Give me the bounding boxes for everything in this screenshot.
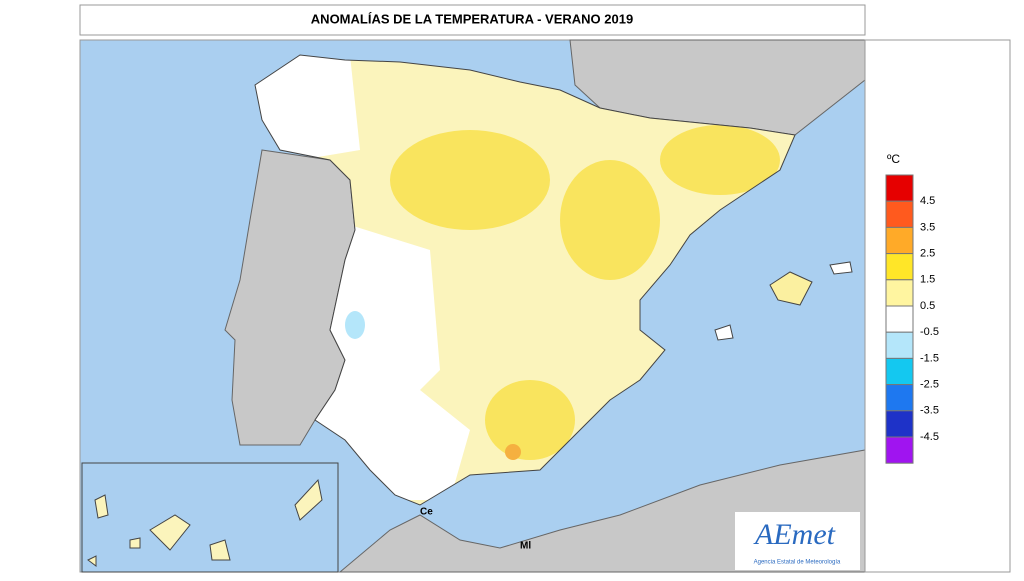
field-white [255,55,360,160]
legend-tick-label: 3.5 [920,221,935,233]
mallorca [769,271,813,306]
legend-tick-label: -2.5 [920,379,939,391]
title-bar [79,4,866,36]
legend-swatch [885,253,914,281]
map-title: ANOMALÍAS DE LA TEMPERATURA - VERANO 201… [311,11,633,26]
legend-tick-label: -3.5 [920,405,939,417]
legend-tick-label: -0.5 [920,326,939,338]
spain-outline [254,54,796,506]
legend-tick-label: 2.5 [920,248,935,260]
field-warm [660,125,780,195]
canary-islands [87,478,323,567]
field-hot [505,444,521,460]
field-warm [390,130,550,230]
legend-swatch [885,410,914,438]
canary-inset [81,462,339,573]
legend-swatch [885,174,914,202]
legend-swatch [885,357,914,386]
logo-subtitle: Agencia Estatal de Meteorología [754,560,841,566]
legend-swatch [885,384,914,412]
field-warm [560,160,660,280]
place-label: Ml [520,541,531,552]
menorca [829,261,853,275]
legend-tick-label: 0.5 [920,300,935,312]
field-cool [345,311,365,339]
field-warm [485,380,575,460]
legend-tick-label: -1.5 [920,352,939,364]
place-label: Ce [420,507,433,518]
legend-swatch [885,305,914,333]
legend-swatch [885,200,914,228]
legend-tick-label: 1.5 [920,274,935,286]
logo-name: AEmet [753,518,836,551]
legend-tick-label: 4.5 [920,195,935,207]
ibiza [714,324,734,341]
legend-swatch [885,226,914,255]
legend-swatch [885,331,914,359]
legend-tick-label: -4.5 [920,431,939,443]
legend-swatch [885,279,914,307]
legend-unit: ºC [887,152,900,166]
legend-swatch [885,436,914,464]
logo-box [735,512,860,570]
